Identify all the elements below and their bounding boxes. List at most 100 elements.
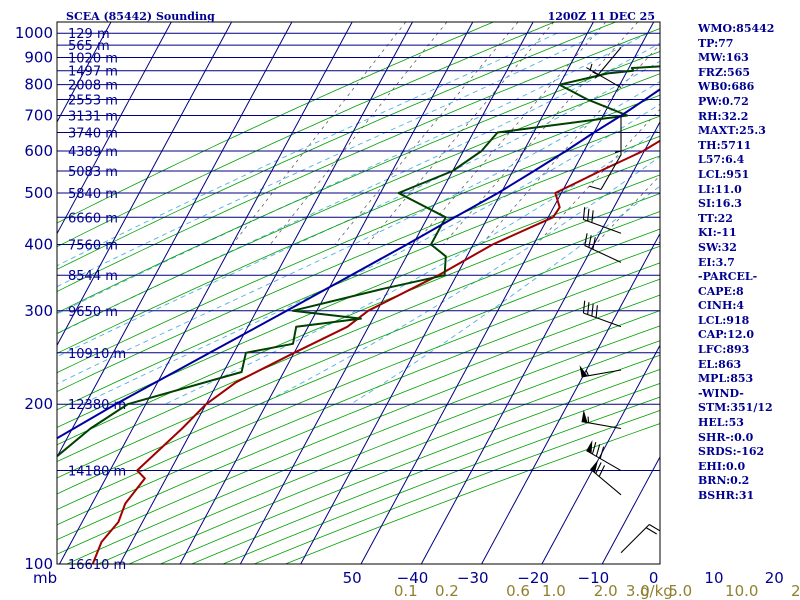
wind-barb-full <box>587 302 590 315</box>
wind-barb <box>582 207 622 234</box>
height-label: 5083 m <box>68 165 118 180</box>
wind-barb <box>581 409 622 430</box>
height-label: 1497 m <box>68 65 118 80</box>
height-label: 7560 m <box>68 238 118 253</box>
height-label: 5840 m <box>68 187 118 202</box>
wind-barb-flag <box>590 459 599 473</box>
index-item: FRZ:565 <box>698 65 751 79</box>
index-item: KI:-11 <box>698 226 737 240</box>
dry-adiabat <box>57 94 660 354</box>
dry-adiabat <box>57 174 660 428</box>
pressure-unit-label: mb <box>33 569 57 587</box>
isotherm <box>57 22 233 347</box>
wind-barb-staff <box>594 47 622 79</box>
wind-barb-staff <box>583 219 622 234</box>
wind-barb <box>586 440 622 472</box>
index-item: EHI:0.0 <box>698 459 746 473</box>
index-item: -PARCEL- <box>698 270 758 284</box>
mixing-ratio-label: 5.0 <box>668 582 692 600</box>
temperature-tick-label: 0 <box>649 569 659 587</box>
dry-adiabat <box>57 22 494 224</box>
moist-adiabat <box>81 103 660 405</box>
wind-barb <box>588 154 622 191</box>
dry-adiabat <box>97 340 660 564</box>
dry-adiabat <box>57 135 660 392</box>
isotherm <box>0 22 51 564</box>
temperature-tick-label: 20 <box>765 569 784 587</box>
index-item: MAXT:25.3 <box>698 124 766 138</box>
dry-adiabats <box>57 22 660 564</box>
pressure-tick-label: 400 <box>24 235 53 253</box>
pressure-tick-label: 900 <box>24 49 53 67</box>
mixing-ratio-label: 20.0 <box>791 582 800 600</box>
wind-barb-half <box>614 150 622 153</box>
isotherms <box>0 22 660 564</box>
height-label: 2553 m <box>68 94 118 109</box>
index-item: MW:163 <box>698 51 749 65</box>
height-label: 3131 m <box>68 109 118 124</box>
index-item: SHR-:0.0 <box>698 430 754 444</box>
dry-adiabat <box>57 245 660 495</box>
index-item: CAP:12.0 <box>698 328 755 342</box>
index-item: BSHR:31 <box>698 489 755 502</box>
height-label: 14180 m <box>68 465 126 480</box>
dewpoint-profile <box>57 65 660 458</box>
mixing-ratio-label: 1.0 <box>542 582 566 600</box>
wind-barb-flag <box>579 365 588 377</box>
pressure-tick-label: 200 <box>24 395 53 413</box>
wind-barb-staff <box>620 524 650 554</box>
wind-barb <box>584 233 622 263</box>
index-item: TT:22 <box>698 211 733 225</box>
temperature-profile <box>91 139 660 564</box>
index-item: SI:16.3 <box>698 197 742 211</box>
index-item: MPL:853 <box>698 372 754 386</box>
dry-adiabat <box>57 155 660 411</box>
mixing-ratio-line <box>481 43 660 245</box>
index-item: WMO:85442 <box>698 22 775 35</box>
wind-barb-full <box>591 303 594 317</box>
temperature-tick-label: −40 <box>397 569 429 587</box>
mixing-ratio-label: 3.0 <box>626 582 650 600</box>
mixing-ratio-label: 0.2 <box>435 582 459 600</box>
height-label: 9650 m <box>68 305 118 320</box>
pressure-tick-label: 1000 <box>15 24 53 42</box>
isotherm <box>239 22 534 564</box>
wind-barb <box>592 47 622 79</box>
height-label: 6660 m <box>68 211 118 226</box>
pressure-tick-label: 100 <box>24 555 53 573</box>
pressure-tick-label: 700 <box>24 106 53 124</box>
index-item: PW:0.72 <box>698 94 749 108</box>
wind-barb-staff <box>584 245 622 263</box>
dry-adiabat <box>57 51 660 314</box>
isotherm <box>59 22 353 564</box>
wind-barb-full <box>584 233 588 246</box>
mixing-ratio-label: 0.1 <box>394 582 418 600</box>
index-item: -WIND- <box>698 386 744 400</box>
wind-barb-staff <box>583 312 622 328</box>
index-item: CAPE:8 <box>698 284 744 298</box>
pressure-tick-label: 800 <box>24 76 53 94</box>
temperature-tick-label: 50 <box>343 569 362 587</box>
height-label: 2008 m <box>68 79 118 94</box>
wind-barb-full <box>592 237 596 250</box>
height-label: 10910 m <box>68 347 126 362</box>
index-item: WB0:686 <box>698 80 755 94</box>
dry-adiabat <box>57 22 616 270</box>
dry-adiabat <box>57 22 555 248</box>
sounding-indices: WMO:85442 TP:77 MW:163 FRZ:565 WB0:686 PW:0.7… <box>698 22 798 504</box>
wind-barb-full <box>588 185 602 191</box>
mixing-ratio-unit-label: g/kg <box>640 582 673 600</box>
wind-barb-full <box>595 305 598 318</box>
height-label: 1020 m <box>68 52 118 67</box>
wind-barb-full <box>595 462 602 474</box>
wind-barb-full <box>599 446 605 459</box>
wind-barb-full <box>591 441 597 455</box>
isotherm <box>420 120 660 564</box>
isotherm <box>360 22 655 564</box>
mixing-ratio-line <box>367 22 555 245</box>
index-item: LCL:951 <box>698 167 750 181</box>
dry-adiabat <box>57 193 660 446</box>
isotherm <box>179 22 474 564</box>
wind-barb-flag <box>586 440 593 454</box>
wind-barb-half <box>585 369 590 376</box>
